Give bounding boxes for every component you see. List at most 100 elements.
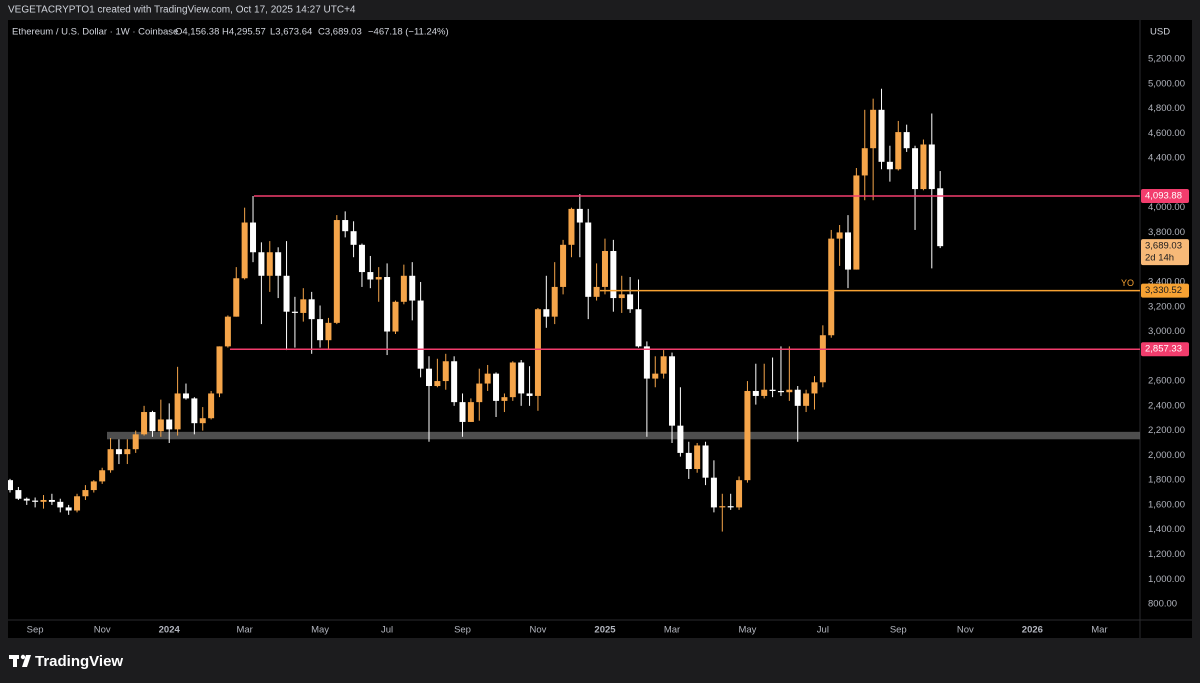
candle-body [719,506,726,508]
x-tick-label: 2024 [159,625,181,636]
candle-body [392,301,399,332]
candle-body [803,393,810,406]
candle-body [199,418,206,424]
currency: USD [1150,27,1170,38]
candle-body [786,389,793,393]
candle-body [434,381,441,387]
candle-body [928,144,935,190]
candle-body [451,361,458,403]
x-tick-label: Sep [890,625,907,636]
level-label: 4,093.88 [1145,191,1182,202]
candle-body [643,346,650,379]
candle-body [182,393,189,399]
y-tick-label: 3,000.00 [1148,326,1185,337]
candle-body [685,452,692,470]
candle-body [585,222,592,297]
logo-part [13,655,17,667]
candle-body [442,361,449,382]
y-tick-label: 2,600.00 [1148,376,1185,387]
candle-body [275,252,282,276]
candle-body [702,445,709,478]
level-label-box [1141,342,1189,357]
x-tick-label: Sep [454,625,471,636]
level-label-box [1141,283,1189,298]
candle-body [333,220,340,323]
x-tick-label: Jul [817,625,829,636]
candle-body [283,275,290,312]
candle-body [40,499,47,502]
candle-body [903,132,910,149]
candle-body [23,498,30,501]
y-tick-label: 5,000.00 [1148,78,1185,89]
candle-body [342,220,349,232]
candle-body [677,425,684,453]
candle-body [777,390,784,393]
level-label-box [1141,189,1189,204]
y-tick-label: 2,200.00 [1148,425,1185,436]
candle-body [912,148,919,190]
readout: C3,689.03 [318,27,362,38]
candle-body [618,294,625,299]
brand-logo [9,654,31,667]
candle-body [895,132,902,170]
y-tick-label: 1,000.00 [1148,574,1185,585]
candle-body [828,238,835,336]
candle-body [761,389,768,396]
candle-body [426,368,432,387]
y-tick-label: 4,800.00 [1148,103,1185,114]
candle-body [484,373,491,384]
x-tick-label: Nov [94,625,111,636]
x-tick-label: May [311,625,329,636]
x-tick-label: Mar [1091,625,1107,636]
y-tick-label: 1,400.00 [1148,524,1185,535]
y-tick-label: 4,400.00 [1148,153,1185,164]
x-tick-label: 2026 [1022,625,1043,636]
candle-body [509,362,516,398]
candle-body [317,319,324,341]
candle-body [32,500,39,502]
candle-body [568,208,575,245]
candle-body [258,252,265,276]
candle-body [241,222,248,279]
candle-body [752,390,759,396]
x-tick-label: Nov [529,625,546,636]
candle-body [593,286,600,297]
credit: VEGETACRYPTO1 created with TradingView.c… [8,5,356,16]
candle-body [250,222,257,253]
candle-body [308,299,315,320]
candle-body [518,362,525,394]
candle-body [551,286,558,317]
candle-body [149,412,156,432]
candle-body [409,275,416,301]
level-label: 3,330.52 [1145,285,1182,296]
countdown: 2d 14h [1145,253,1174,264]
candle-body [467,402,474,422]
candle-body [65,507,72,511]
candle-body [325,322,332,341]
last-price-box [1141,239,1189,266]
candle-body [861,148,868,176]
y-tick-label: 1,200.00 [1148,549,1185,560]
x-tick-label: Jul [381,625,393,636]
x-tick-label: Nov [957,625,974,636]
candle-body [836,232,843,239]
y-tick-label: 5,200.00 [1148,54,1185,65]
candle-body [853,175,860,270]
candle-body [845,232,851,270]
candle-body [694,445,701,470]
x-tick-label: May [738,625,756,636]
candle-body [635,309,642,347]
candle-body [819,335,826,383]
level-name: YO [1121,278,1134,288]
candle-body [400,275,407,302]
logo-part [20,654,26,660]
candle-body [384,277,391,332]
candle-body [476,383,483,403]
candle-body [90,481,97,491]
candle-body [576,208,583,223]
candle-body [710,477,717,508]
candle-body [350,231,357,245]
candle-body [48,499,55,502]
